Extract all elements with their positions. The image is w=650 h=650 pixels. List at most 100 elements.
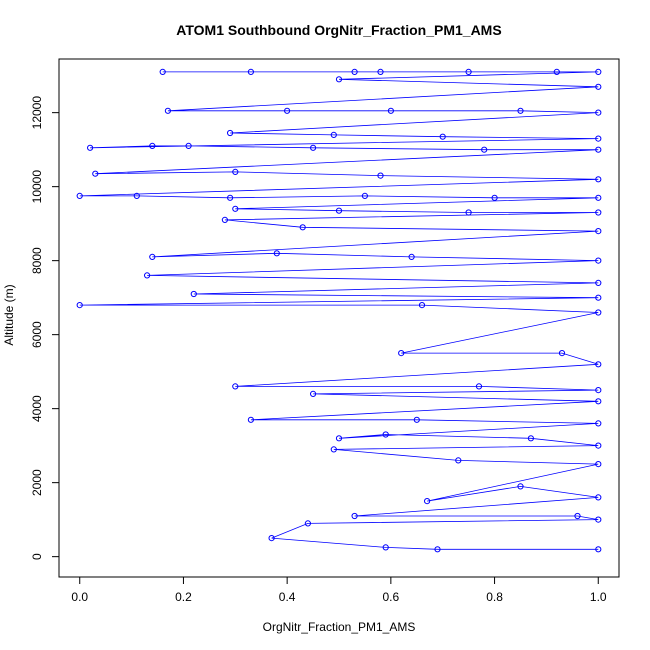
data-point: [465, 68, 472, 76]
plot-frame: [58, 58, 620, 578]
data-point: [377, 68, 384, 76]
data-point: [330, 131, 337, 138]
data-point: [439, 133, 446, 140]
data-point: [465, 209, 472, 216]
y-tick-label: 8000: [30, 247, 44, 274]
data-point: [190, 290, 197, 298]
data-point: [434, 546, 441, 553]
x-tick-label: 0.2: [175, 590, 192, 604]
data-point: [273, 250, 280, 257]
data-point: [351, 68, 358, 76]
data-point: [491, 194, 498, 201]
data-point: [475, 383, 483, 390]
data-point: [377, 172, 384, 179]
data-point: [310, 144, 317, 151]
data-point: [382, 544, 389, 551]
data-point: [481, 146, 488, 153]
data-point: [408, 253, 415, 260]
data-point: [335, 76, 343, 83]
data-point: [595, 516, 602, 523]
data-point: [76, 302, 83, 309]
data-point: [351, 512, 358, 520]
data-point: [284, 107, 291, 114]
data-point: [517, 107, 524, 114]
data-point: [418, 302, 426, 309]
data-point: [335, 435, 343, 442]
data-point: [595, 257, 602, 264]
data-point: [595, 442, 602, 449]
data-point: [335, 207, 343, 214]
data-point: [87, 144, 94, 151]
data-point: [232, 205, 239, 212]
data-point: [159, 68, 166, 76]
data-point: [595, 294, 602, 301]
data-point: [595, 361, 602, 368]
data-point: [455, 457, 462, 464]
data-point: [595, 109, 602, 116]
data-point: [76, 192, 83, 199]
chart-title: ATOM1 Southbound OrgNitr_Fraction_PM1_AM…: [176, 22, 501, 38]
data-point: [232, 168, 239, 175]
y-tick-label: 12000: [30, 96, 44, 130]
data-point: [595, 546, 602, 553]
x-tick-label: 0.0: [71, 590, 88, 604]
data-point: [595, 387, 602, 394]
data-point: [595, 279, 602, 286]
data-point: [413, 416, 420, 423]
y-axis-label: Altitude (m): [2, 284, 16, 345]
data-point: [268, 535, 275, 542]
data-point: [527, 435, 535, 442]
data-point: [92, 170, 99, 177]
data-point: [595, 461, 602, 468]
data-point: [221, 216, 228, 223]
axis-layer: 0.0 0.2 0.4 0.6 0.8 1.0 0 2000 4000 6000 8000 10000…: [30, 96, 607, 604]
series-line: [79, 71, 599, 550]
data-point: [304, 520, 311, 527]
data-point: [310, 390, 317, 397]
data-point: [574, 512, 581, 520]
data-point: [164, 107, 171, 114]
data-point: [227, 194, 234, 201]
y-tick-label: 0: [30, 553, 44, 560]
data-point: [595, 309, 602, 316]
data-point: [330, 446, 337, 453]
y-tick-label: 4000: [30, 395, 44, 422]
data-point: [595, 194, 602, 201]
data-point: [247, 68, 254, 76]
data-point: [247, 416, 254, 423]
data-point: [595, 68, 602, 76]
data-point: [382, 431, 389, 438]
data-point: [595, 135, 602, 142]
x-tick-label: 0.6: [383, 590, 400, 604]
x-tick-label: 1.0: [590, 590, 607, 604]
data-point: [299, 224, 306, 231]
data-point: [595, 83, 602, 90]
data-point: [595, 176, 602, 183]
data-point: [232, 383, 239, 390]
data-point: [227, 129, 234, 137]
y-tick-label: 10000: [30, 170, 44, 204]
data-point: [424, 498, 431, 505]
data-point: [149, 253, 156, 260]
data-point: [398, 350, 405, 357]
y-tick-label: 2000: [30, 469, 44, 496]
data-point: [149, 142, 156, 149]
data-point: [595, 398, 602, 405]
data-point: [595, 228, 602, 235]
data-point: [133, 192, 140, 199]
plot-layer: [76, 68, 602, 553]
data-point: [595, 146, 602, 153]
y-tick-label: 6000: [30, 321, 44, 348]
data-point: [361, 192, 368, 199]
data-point: [553, 68, 560, 76]
data-point: [595, 420, 602, 427]
data-point: [185, 142, 192, 149]
data-point: [144, 272, 151, 279]
data-point: [517, 483, 524, 490]
data-point: [595, 494, 602, 501]
data-point: [595, 209, 602, 216]
data-point: [387, 107, 394, 114]
